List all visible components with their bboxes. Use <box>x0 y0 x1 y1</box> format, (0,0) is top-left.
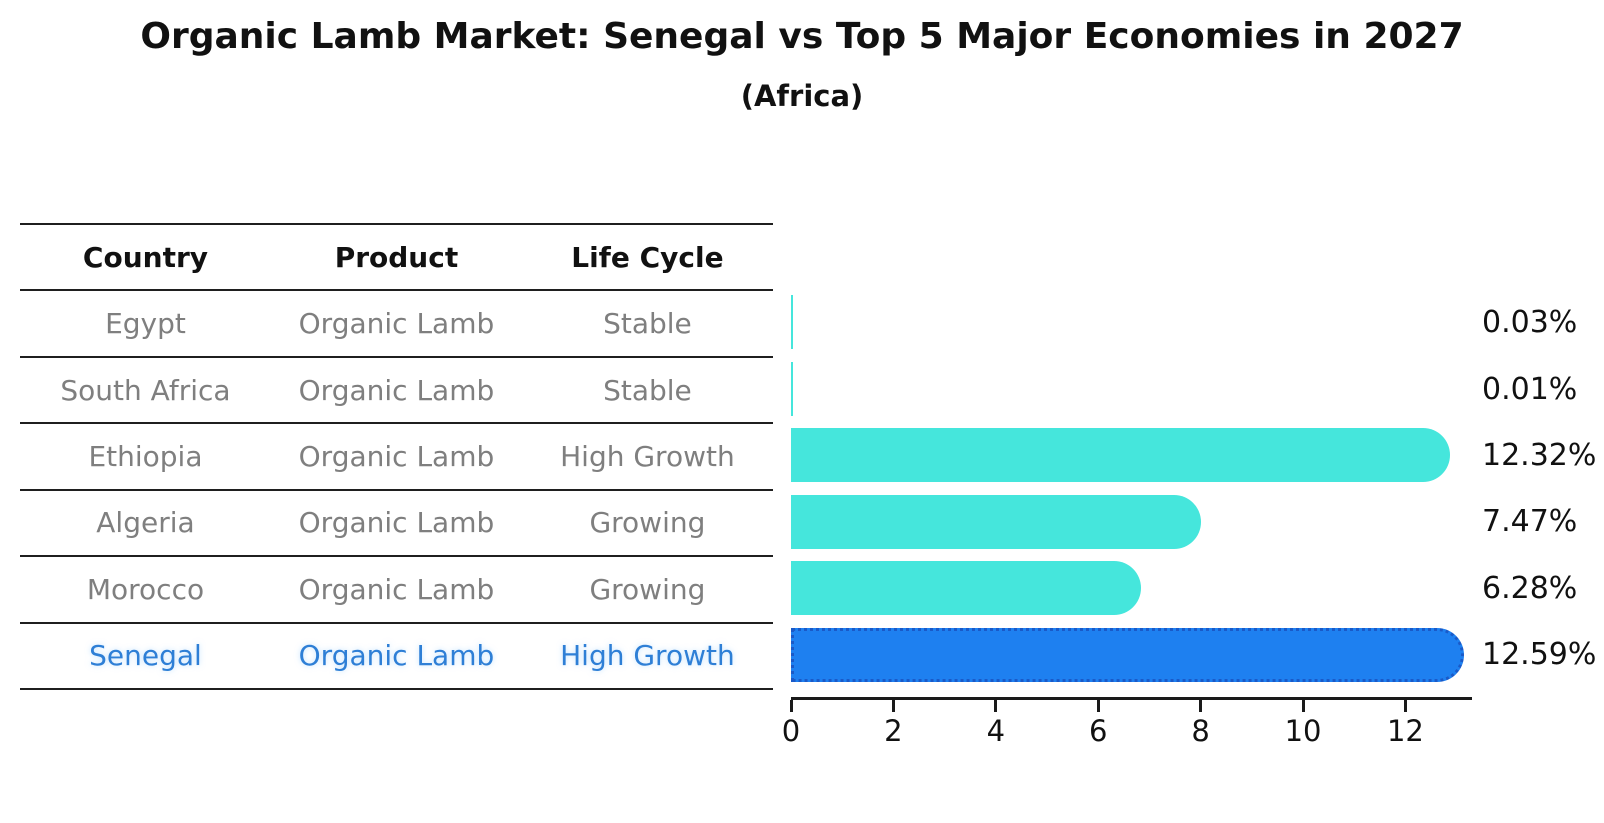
tick-mark <box>1199 700 1203 712</box>
life-cycle-cell: Growing <box>589 506 706 540</box>
bar-algeria <box>791 494 1202 549</box>
x-tick-label: 4 <box>986 714 1006 748</box>
product-cell: Organic Lamb <box>298 572 495 606</box>
tick-mark <box>1096 700 1100 712</box>
bar-ethiopia <box>791 428 1450 483</box>
table-row-senegal: Senegal Organic Lamb High Growth <box>20 624 773 690</box>
value-label-south-africa: 0.01% <box>1482 371 1578 407</box>
x-tick-label: 6 <box>1088 714 1108 748</box>
life-cycle-cell: High Growth <box>560 439 735 473</box>
life-cycle-cell: High Growth <box>560 639 735 673</box>
chart-title: Organic Lamb Market: Senegal vs Top 5 Ma… <box>140 16 1464 57</box>
life-cycle-cell: Stable <box>603 373 692 407</box>
x-tick-label: 0 <box>781 714 801 748</box>
x-tick-label: 10 <box>1284 714 1322 748</box>
chart-subtitle: (Africa) <box>740 79 864 113</box>
value-label-egypt: 0.03% <box>1482 305 1578 341</box>
table-row-ethiopia: Ethiopia Organic Lamb High Growth <box>20 424 773 491</box>
table-row-south-africa: South Africa Organic Lamb Stable <box>20 358 773 425</box>
product-cell: Organic Lamb <box>298 639 495 673</box>
product-cell: Organic Lamb <box>298 506 495 540</box>
product-cell: Organic Lamb <box>298 373 495 407</box>
table-row-egypt: Egypt Organic Lamb Stable <box>20 291 773 358</box>
x-tick-label: 8 <box>1191 714 1210 748</box>
tick-mark <box>1403 700 1407 712</box>
table-row-morocco: Morocco Organic Lamb Growing <box>20 557 773 624</box>
table-header-product: Product <box>334 240 459 274</box>
value-label-morocco: 6.28% <box>1482 570 1578 606</box>
country-cell: Egypt <box>105 307 186 341</box>
country-cell: South Africa <box>60 373 231 407</box>
value-label-ethiopia: 12.32% <box>1482 437 1597 473</box>
x-tick-label: 12 <box>1386 714 1424 748</box>
country-cell: Ethiopia <box>88 439 203 473</box>
value-label-senegal: 12.59% <box>1482 637 1597 673</box>
tick-mark <box>789 700 793 712</box>
product-cell: Organic Lamb <box>298 439 495 473</box>
product-cell: Organic Lamb <box>298 307 495 341</box>
x-tick-label: 2 <box>884 714 903 748</box>
table-header-life-cycle: Life Cycle <box>571 240 724 274</box>
country-cell: Senegal <box>89 639 202 673</box>
life-cycle-cell: Stable <box>603 307 692 341</box>
table-header-country: Country <box>82 240 209 274</box>
bar-chart: 0.03% 0.01% 12.32% 7.47% 6.28% 12.59% 0 … <box>782 223 1604 813</box>
x-axis-line <box>791 697 1472 700</box>
bar-egypt <box>791 295 793 350</box>
bar-south-africa <box>791 361 793 416</box>
table-header-row: Country Product Life Cycle <box>20 225 773 292</box>
country-cell: Morocco <box>86 572 205 606</box>
tick-mark <box>1301 700 1305 712</box>
life-cycle-cell: Growing <box>589 572 706 606</box>
table-row-algeria: Algeria Organic Lamb Growing <box>20 491 773 558</box>
bar-senegal-highlighted <box>791 627 1464 682</box>
tick-mark <box>994 700 998 712</box>
value-label-algeria: 7.47% <box>1482 504 1578 540</box>
bar-morocco <box>791 561 1141 616</box>
country-cell: Algeria <box>96 506 195 540</box>
tick-mark <box>891 700 895 712</box>
summary-table: Country Product Life Cycle Egypt Organic… <box>20 223 773 690</box>
